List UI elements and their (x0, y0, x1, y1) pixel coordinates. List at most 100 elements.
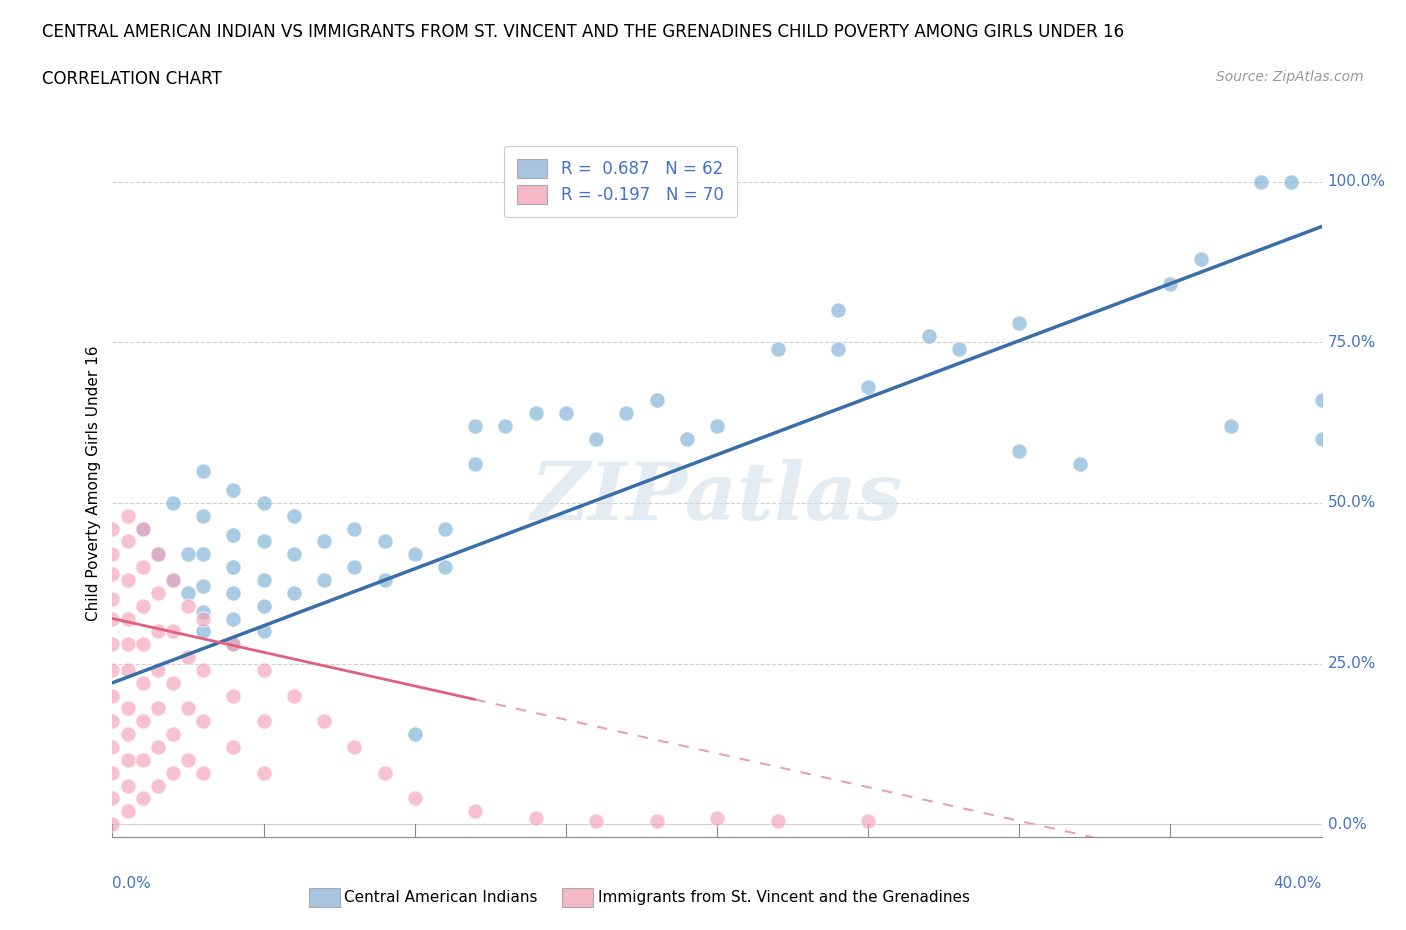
Point (464, 418, 486, 433)
Point (146, 624, 169, 639)
Point (464, 457, 486, 472)
Point (856, 379, 880, 394)
Point (827, 341, 849, 356)
Point (404, 791, 426, 806)
Point (191, 509, 214, 524)
Point (101, 791, 124, 806)
Point (706, 810, 728, 825)
Point (117, 611, 139, 626)
Point (101, 765, 124, 780)
Text: CORRELATION CHART: CORRELATION CHART (42, 70, 222, 87)
Point (253, 496, 276, 511)
Point (253, 598, 276, 613)
Point (101, 714, 124, 729)
Point (191, 463, 214, 478)
Point (101, 521, 124, 536)
Point (253, 624, 276, 639)
Point (117, 726, 139, 741)
Point (343, 739, 366, 754)
Point (404, 547, 426, 562)
Point (191, 662, 214, 677)
Text: Source: ZipAtlas.com: Source: ZipAtlas.com (1216, 70, 1364, 84)
Point (827, 302, 849, 317)
Point (162, 624, 184, 639)
Point (1189, 251, 1212, 266)
Point (314, 573, 336, 588)
Point (191, 765, 214, 780)
Point (404, 726, 426, 741)
Point (524, 405, 547, 420)
Point (132, 675, 155, 690)
Point (253, 765, 276, 780)
Point (117, 701, 139, 716)
Point (948, 341, 970, 356)
Point (222, 637, 245, 652)
Point (177, 701, 200, 716)
Point (495, 418, 517, 433)
Point (524, 810, 547, 825)
Point (856, 814, 880, 829)
Point (191, 579, 214, 594)
Point (117, 637, 139, 652)
Point (132, 521, 155, 536)
Point (101, 817, 124, 831)
Point (766, 814, 789, 829)
Point (132, 598, 155, 613)
Point (1159, 277, 1181, 292)
Point (132, 752, 155, 767)
Point (283, 547, 305, 562)
Point (101, 591, 124, 606)
Point (1008, 444, 1031, 458)
Point (117, 804, 139, 818)
Point (117, 778, 139, 793)
Point (132, 560, 155, 575)
Point (1069, 457, 1091, 472)
Text: 0.0%: 0.0% (1327, 817, 1367, 831)
Point (146, 547, 169, 562)
Point (117, 534, 139, 549)
Point (191, 611, 214, 626)
Point (645, 814, 668, 829)
Point (1220, 418, 1243, 433)
Point (222, 483, 245, 498)
Point (585, 814, 607, 829)
Point (616, 405, 638, 420)
Point (253, 534, 276, 549)
Point (343, 560, 366, 575)
Point (253, 573, 276, 588)
Point (283, 688, 305, 703)
Text: 50.0%: 50.0% (1327, 496, 1376, 511)
Point (117, 573, 139, 588)
Point (177, 585, 200, 600)
Text: 40.0%: 40.0% (1274, 876, 1322, 891)
Point (253, 714, 276, 729)
Point (1008, 315, 1031, 330)
Point (766, 341, 789, 356)
Point (177, 547, 200, 562)
Y-axis label: Child Poverty Among Girls Under 16: Child Poverty Among Girls Under 16 (86, 346, 101, 621)
Point (101, 637, 124, 652)
Point (162, 573, 184, 588)
Point (117, 662, 139, 677)
Point (132, 714, 155, 729)
Point (117, 752, 139, 767)
Point (222, 688, 245, 703)
Point (146, 547, 169, 562)
Point (283, 509, 305, 524)
Point (162, 765, 184, 780)
Point (101, 566, 124, 581)
Point (222, 637, 245, 652)
Point (132, 521, 155, 536)
Point (191, 624, 214, 639)
Point (1279, 174, 1302, 189)
Point (101, 662, 124, 677)
Point (374, 573, 396, 588)
Point (706, 418, 728, 433)
Text: 0.0%: 0.0% (112, 876, 152, 891)
Point (117, 509, 139, 524)
Point (433, 560, 456, 575)
Point (374, 765, 396, 780)
Point (162, 726, 184, 741)
Text: 25.0%: 25.0% (1327, 656, 1376, 671)
Point (101, 547, 124, 562)
